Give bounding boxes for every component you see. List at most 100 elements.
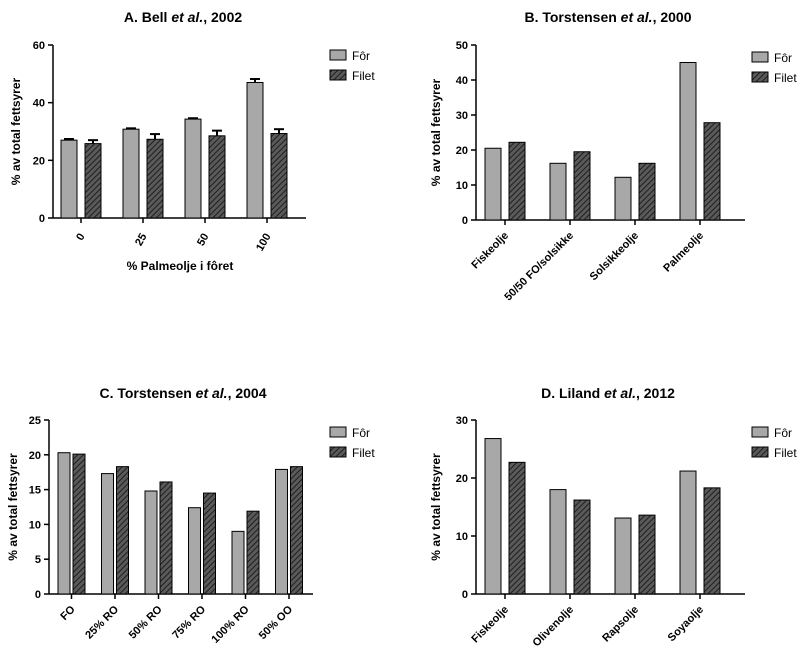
bar-filet: [703, 122, 721, 221]
x-tick-label: 100: [254, 232, 274, 254]
legend-label: Fôr: [774, 426, 792, 440]
bar-for: [679, 470, 697, 595]
chart-title-prefix: A. Bell: [124, 9, 171, 25]
bar-for: [188, 507, 201, 595]
bar-filet: [703, 487, 721, 595]
legend-label: Filet: [774, 71, 797, 85]
bar-for: [484, 438, 502, 595]
bar-filet: [290, 466, 303, 595]
bar-filet: [84, 143, 102, 219]
y-tick-label: 5: [35, 554, 41, 566]
bar-filet: [146, 138, 164, 219]
legend-label: Filet: [352, 69, 375, 83]
bar-for: [184, 118, 202, 219]
bar-filet: [270, 133, 288, 219]
legend-label: Fôr: [352, 49, 370, 63]
chart-panel-a: A. Bell et al., 2002 % av total fettsyrer…: [9, 9, 375, 273]
bar-for: [484, 147, 502, 221]
x-tick-label: Fiskeolje: [469, 230, 511, 272]
bar-for: [614, 517, 632, 595]
x-tick-label: Solsikkeolje: [588, 230, 641, 283]
bar-filet: [508, 141, 526, 221]
y-axis-label: % av total fettsyrer: [429, 453, 443, 561]
chart-title: C. Torstensen et al., 2004: [99, 385, 266, 401]
y-tick-label: 30: [456, 415, 468, 427]
x-tick-label: Rapsolje: [600, 604, 641, 645]
bar-filet: [208, 135, 226, 219]
bar-for: [246, 81, 264, 219]
x-tick-label: 25% RO: [83, 603, 121, 641]
chart-title-italic: et al.: [196, 385, 228, 401]
y-axis-label: % av total fettsyrer: [9, 77, 23, 185]
legend-swatch-for: [329, 49, 347, 61]
chart-title-italic: et al.: [171, 9, 203, 25]
y-tick-label: 0: [39, 213, 45, 225]
legend-swatch-filet: [751, 446, 769, 458]
legend-swatch-filet: [751, 71, 769, 83]
x-tick-label: Soyaolje: [666, 604, 706, 644]
chart-title-suffix: , 2004: [228, 385, 267, 401]
x-tick-label: Fiskeolje: [469, 604, 511, 646]
x-axis-label: % Palmeolje i fôret: [127, 259, 234, 273]
y-tick-label: 0: [35, 589, 41, 601]
legend-swatch-filet: [329, 69, 347, 81]
chart-title-italic: et al.: [604, 385, 636, 401]
bar-filet: [159, 481, 173, 595]
bar-for: [679, 62, 697, 221]
bar-for: [549, 489, 567, 595]
legend-label: Filet: [352, 446, 375, 460]
chart-title-prefix: B. Torstensen: [524, 9, 620, 25]
legend-swatch-for: [329, 426, 347, 438]
y-tick-label: 40: [456, 75, 468, 87]
bar-for: [57, 452, 71, 595]
y-tick-label: 20: [29, 450, 41, 462]
bar-filet: [638, 514, 656, 595]
x-tick-label: 75% RO: [170, 603, 208, 641]
chart-title: D. Liland et al., 2012: [541, 385, 675, 401]
y-tick-label: 0: [462, 215, 468, 227]
chart-title-prefix: D. Liland: [541, 385, 604, 401]
y-tick-label: 10: [456, 180, 468, 192]
y-tick-label: 20: [456, 473, 468, 485]
bar-filet: [246, 510, 260, 595]
bar-for: [549, 162, 567, 221]
x-tick-label: 100% RO: [209, 603, 252, 646]
chart-title: A. Bell et al., 2002: [124, 9, 243, 25]
legend-label: Filet: [774, 446, 797, 460]
y-tick-label: 40: [33, 98, 45, 110]
x-tick-label: Olivenolje: [530, 604, 576, 650]
legend-label: Fôr: [774, 51, 792, 65]
legend-swatch-filet: [329, 446, 347, 458]
bar-for: [144, 490, 158, 595]
y-axis-label: % av total fettsyrer: [429, 78, 443, 186]
x-tick-label: Palmeolje: [661, 230, 706, 275]
y-tick-label: 20: [456, 145, 468, 157]
y-tick-label: 60: [33, 40, 45, 52]
x-tick-label: 25: [133, 232, 150, 249]
bar-for: [122, 128, 140, 219]
x-tick-label: 50% RO: [127, 603, 165, 641]
chart-title: B. Torstensen et al., 2000: [524, 9, 691, 25]
bar-filet: [573, 499, 591, 595]
legend-label: Fôr: [352, 426, 370, 440]
bar-filet: [638, 162, 656, 221]
y-tick-label: 15: [29, 485, 41, 497]
bar-filet: [116, 466, 129, 595]
bar-filet: [508, 461, 526, 595]
x-tick-label: 50/50 FO/solsikke: [502, 230, 576, 304]
y-tick-label: 25: [29, 415, 41, 427]
bar-for: [275, 468, 288, 595]
chart-panel-c: C. Torstensen et al., 2004 % av total fet…: [6, 385, 375, 646]
y-tick-label: 10: [456, 531, 468, 543]
chart-title-prefix: C. Torstensen: [99, 385, 195, 401]
chart-panel-d: D. Liland et al., 2012 % av total fettsyr…: [429, 385, 797, 649]
bar-for: [101, 473, 114, 595]
y-tick-label: 0: [462, 589, 468, 601]
x-tick-label: 0: [74, 232, 87, 243]
chart-title-italic: et al.: [621, 9, 653, 25]
bar-for: [60, 139, 78, 219]
y-tick-label: 20: [33, 155, 45, 167]
chart-panel-b: B. Torstensen et al., 2000 % av total fet…: [429, 9, 797, 303]
y-axis-label: % av total fettsyrer: [6, 453, 20, 561]
